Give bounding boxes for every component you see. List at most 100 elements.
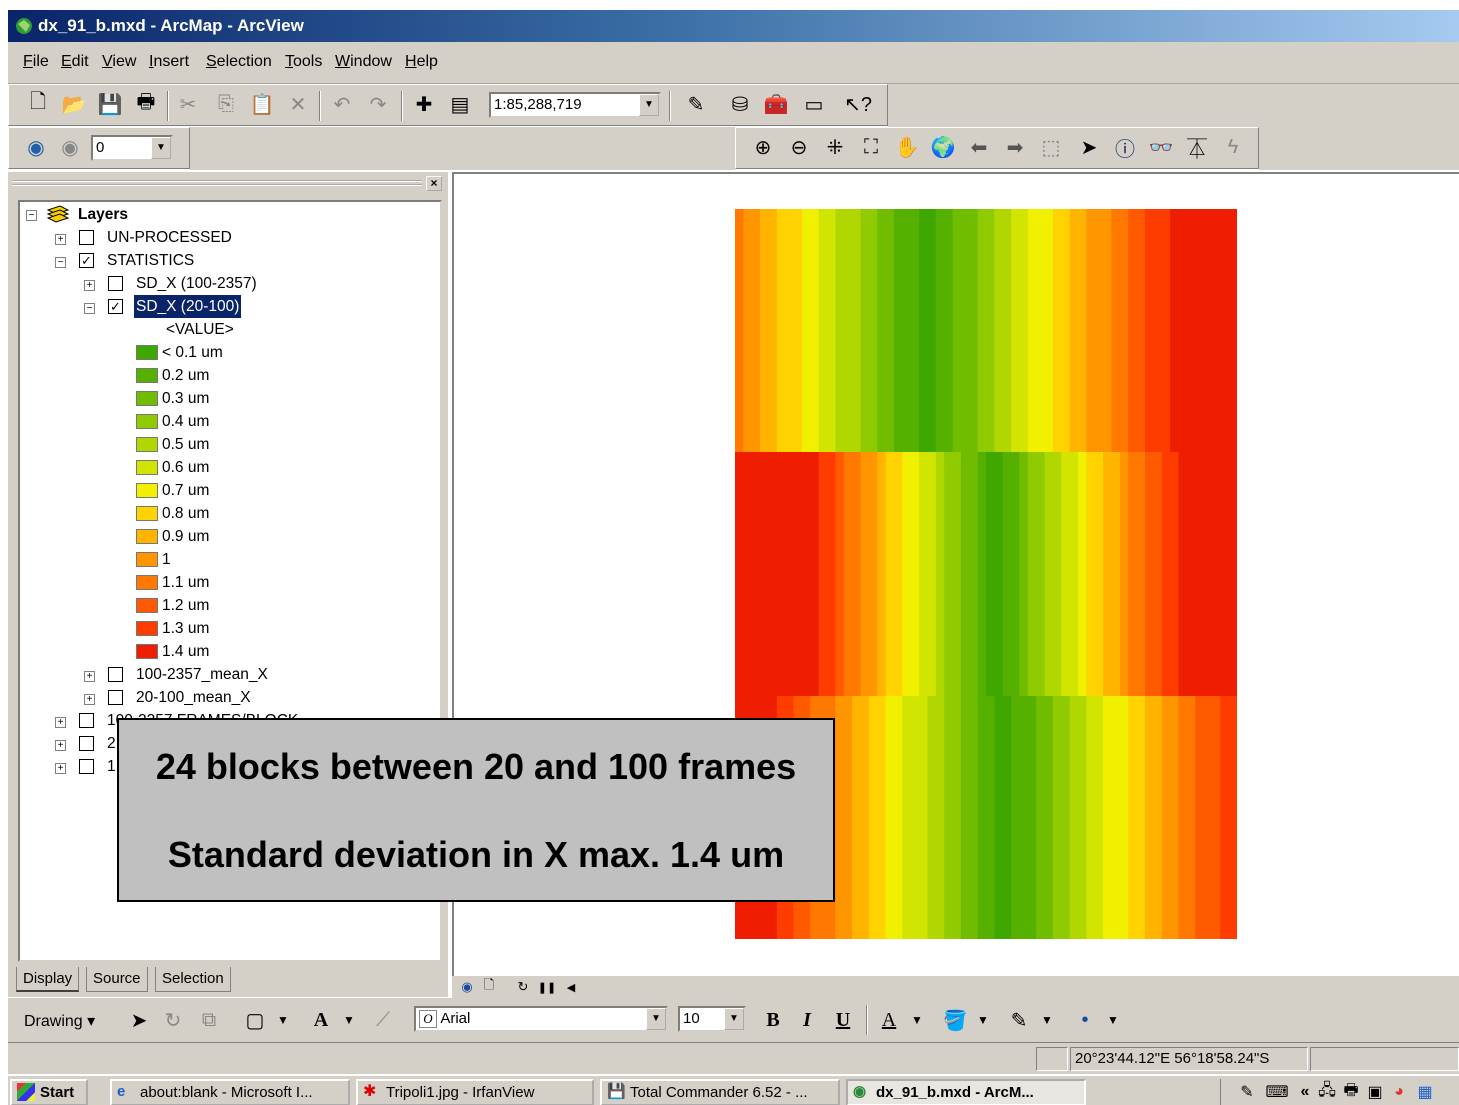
chevron-down-icon[interactable]: ▼ bbox=[151, 137, 171, 159]
chevron-down-icon[interactable]: ▼ bbox=[336, 1007, 362, 1033]
layer-visibility-checkbox[interactable]: ✓ bbox=[79, 253, 94, 268]
tab-display[interactable]: Display bbox=[16, 967, 79, 992]
chevron-down-icon[interactable]: ▼ bbox=[904, 1007, 930, 1033]
zoom-out-icon[interactable]: ⊖ bbox=[786, 134, 812, 160]
drawing-menu[interactable]: Drawing ▾ bbox=[24, 1011, 95, 1031]
pan-hand-icon[interactable]: ✋ bbox=[894, 134, 920, 160]
layer-unprocessed[interactable]: UN-PROCESSED bbox=[107, 226, 232, 249]
layer-statistics[interactable]: STATISTICS bbox=[107, 249, 194, 272]
tray-lan-icon[interactable]: ▦ bbox=[1412, 1079, 1438, 1105]
select-features-icon[interactable]: ⬚ bbox=[1038, 134, 1064, 160]
copy-icon[interactable]: ⎘ bbox=[213, 91, 239, 117]
zoom-in-icon[interactable]: ⊕ bbox=[750, 134, 776, 160]
legend-swatch[interactable] bbox=[136, 529, 158, 544]
rotation-combo[interactable]: 0 ▼ bbox=[91, 135, 173, 161]
chevron-down-icon[interactable]: ▼ bbox=[639, 94, 659, 116]
menu-insert[interactable]: Insert bbox=[149, 53, 189, 71]
fixed-zoom-out-icon[interactable]: ⛶ bbox=[858, 134, 884, 160]
forward-arrow-icon[interactable]: ➡ bbox=[1002, 134, 1028, 160]
font-size-combo[interactable]: 10 ▼ bbox=[678, 1006, 746, 1032]
line-color-pen-icon[interactable]: ✎ bbox=[1006, 1007, 1032, 1033]
chevron-down-icon[interactable]: ▼ bbox=[1034, 1007, 1060, 1033]
rectangle-tool-icon[interactable]: ▢ bbox=[242, 1007, 268, 1033]
layer-visibility-checkbox[interactable] bbox=[79, 736, 94, 751]
chevron-down-icon[interactable]: ▼ bbox=[724, 1008, 744, 1030]
start-button[interactable]: Start bbox=[10, 1079, 88, 1105]
taskbar-button-irfanview[interactable]: ✱ Tripoli1.jpg - IrfanView bbox=[356, 1079, 594, 1105]
italic-icon[interactable]: I bbox=[794, 1007, 820, 1033]
legend-swatch[interactable] bbox=[136, 345, 158, 360]
menu-edit[interactable]: Edit bbox=[61, 53, 89, 71]
expand-icon[interactable]: + bbox=[55, 763, 66, 774]
paste-icon[interactable]: 📋 bbox=[249, 91, 275, 117]
layer-visibility-checkbox[interactable] bbox=[108, 667, 123, 682]
legend-swatch[interactable] bbox=[136, 552, 158, 567]
fill-color-bucket-icon[interactable]: 🪣 bbox=[942, 1007, 968, 1033]
fixed-zoom-in-icon[interactable]: ⁜ bbox=[822, 134, 848, 160]
layer-visibility-checkbox[interactable] bbox=[79, 759, 94, 774]
zoom-to-selected-icon[interactable]: ⧉ bbox=[196, 1007, 222, 1033]
rotate-icon[interactable]: ↻ bbox=[160, 1007, 186, 1033]
chevron-down-icon[interactable]: ▼ bbox=[1100, 1007, 1126, 1033]
expand-icon[interactable]: + bbox=[55, 234, 66, 245]
menu-tools[interactable]: Tools bbox=[285, 53, 322, 71]
expand-icon[interactable]: + bbox=[84, 671, 95, 682]
layer-row-21[interactable]: 2 bbox=[107, 732, 116, 755]
pause-icon[interactable]: ❚❚ bbox=[534, 974, 560, 1000]
arccatalog-icon[interactable]: ⛁ bbox=[727, 91, 753, 117]
chevron-down-icon[interactable]: ▼ bbox=[970, 1007, 996, 1033]
data-frame-label[interactable]: Layers bbox=[78, 203, 128, 226]
legend-swatch[interactable] bbox=[136, 437, 158, 452]
new-document-icon[interactable]: 🗋 bbox=[25, 91, 51, 117]
redo-icon[interactable]: ↷ bbox=[365, 91, 391, 117]
undo-icon[interactable]: ↶ bbox=[329, 91, 355, 117]
menu-window[interactable]: Window bbox=[335, 53, 392, 71]
font-color-icon[interactable]: A bbox=[876, 1007, 902, 1033]
legend-swatch[interactable] bbox=[136, 391, 158, 406]
menu-selection[interactable]: Selection bbox=[206, 53, 272, 71]
tab-source[interactable]: Source bbox=[86, 967, 148, 992]
layer-mean-20-100[interactable]: 20-100_mean_X bbox=[136, 686, 251, 709]
add-data-icon[interactable]: ✚ bbox=[411, 91, 437, 117]
open-folder-icon[interactable]: 📂 bbox=[61, 91, 87, 117]
font-name-combo[interactable]: O Arial ▼ bbox=[414, 1006, 668, 1032]
refresh-icon[interactable]: ↻ bbox=[510, 974, 536, 1000]
layer-visibility-checkbox[interactable] bbox=[79, 713, 94, 728]
panel-grip[interactable] bbox=[12, 180, 422, 186]
layer-sd-x-100-2357[interactable]: SD_X (100-2357) bbox=[136, 272, 257, 295]
chevron-down-icon[interactable]: ▼ bbox=[646, 1008, 666, 1030]
tray-task-icon[interactable]: ⌨ bbox=[1264, 1079, 1290, 1105]
tray-browser-icon[interactable]: ◕ bbox=[1386, 1079, 1412, 1105]
legend-swatch[interactable] bbox=[136, 621, 158, 636]
whats-this-help-icon[interactable]: ↖? bbox=[845, 91, 871, 117]
tray-network-icon[interactable]: 🖧 bbox=[1314, 1079, 1340, 1105]
editor-toolbar-icon[interactable]: ▤ bbox=[447, 91, 473, 117]
print-icon[interactable]: 🖶 bbox=[133, 91, 159, 117]
legend-swatch[interactable] bbox=[136, 414, 158, 429]
expand-icon[interactable]: + bbox=[84, 280, 95, 291]
close-icon[interactable]: × bbox=[426, 176, 442, 191]
full-extent-globe-icon[interactable]: 🌍 bbox=[930, 134, 956, 160]
collapse-icon[interactable]: − bbox=[26, 210, 37, 221]
layer-row-22[interactable]: 1 bbox=[107, 755, 116, 778]
legend-swatch[interactable] bbox=[136, 368, 158, 383]
menu-help[interactable]: Help bbox=[405, 53, 438, 71]
legend-swatch[interactable] bbox=[136, 644, 158, 659]
select-elements-pointer-icon[interactable]: ➤ bbox=[1076, 134, 1102, 160]
tray-display-icon[interactable]: ▣ bbox=[1362, 1079, 1388, 1105]
expand-icon[interactable]: + bbox=[84, 694, 95, 705]
expand-icon[interactable]: + bbox=[55, 740, 66, 751]
hyperlink-lightning-icon[interactable]: ϟ bbox=[1220, 134, 1246, 160]
back-arrow-icon[interactable]: ⬅ bbox=[966, 134, 992, 160]
text-tool-icon[interactable]: A bbox=[308, 1007, 334, 1033]
taskbar-button-arcmap[interactable]: ◉ dx_91_b.mxd - ArcM... bbox=[846, 1079, 1086, 1105]
save-icon[interactable]: 💾 bbox=[97, 91, 123, 117]
legend-swatch[interactable] bbox=[136, 460, 158, 475]
menu-view[interactable]: View bbox=[102, 53, 136, 71]
taskbar-button-total-commander[interactable]: 💾 Total Commander 6.52 - ... bbox=[600, 1079, 840, 1105]
collapse-icon[interactable]: − bbox=[55, 257, 66, 268]
globe-disabled-icon[interactable]: ◉ bbox=[57, 134, 83, 160]
bold-icon[interactable]: B bbox=[760, 1007, 786, 1033]
underline-icon[interactable]: U bbox=[830, 1007, 856, 1033]
measure-icon[interactable]: ⏄ bbox=[1184, 134, 1210, 160]
